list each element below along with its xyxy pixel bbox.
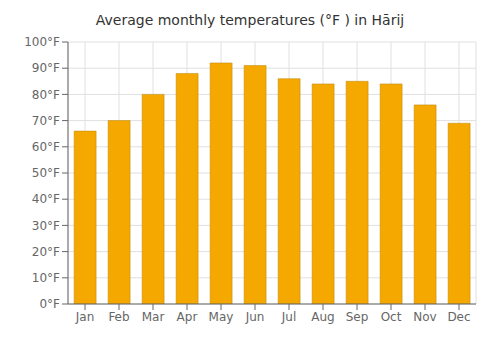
- svg-text:60°F: 60°F: [32, 140, 60, 154]
- svg-text:30°F: 30°F: [32, 219, 60, 233]
- svg-text:Apr: Apr: [177, 310, 198, 324]
- svg-text:Jan: Jan: [75, 310, 95, 324]
- svg-text:100°F: 100°F: [24, 35, 60, 49]
- svg-text:Sep: Sep: [346, 310, 369, 324]
- svg-text:Jun: Jun: [245, 310, 265, 324]
- svg-text:20°F: 20°F: [32, 245, 60, 259]
- svg-text:50°F: 50°F: [32, 166, 60, 180]
- svg-text:Oct: Oct: [381, 310, 402, 324]
- svg-text:10°F: 10°F: [32, 271, 60, 285]
- svg-text:May: May: [209, 310, 234, 324]
- svg-text:Aug: Aug: [311, 310, 334, 324]
- svg-text:90°F: 90°F: [32, 61, 60, 75]
- svg-text:0°F: 0°F: [39, 297, 60, 311]
- svg-text:Feb: Feb: [108, 310, 129, 324]
- html-text:Average monthly temperatures (: Average monthly temperatures (°F ) in Hā…: [95, 12, 405, 28]
- svg-text:40°F: 40°F: [32, 192, 60, 206]
- svg-text:Jul: Jul: [281, 310, 296, 324]
- svg-text:Mar: Mar: [142, 310, 165, 324]
- svg-text:70°F: 70°F: [32, 114, 60, 128]
- svg-text:80°F: 80°F: [32, 88, 60, 102]
- svg-text:Nov: Nov: [413, 310, 436, 324]
- svg-text:Dec: Dec: [447, 310, 470, 324]
